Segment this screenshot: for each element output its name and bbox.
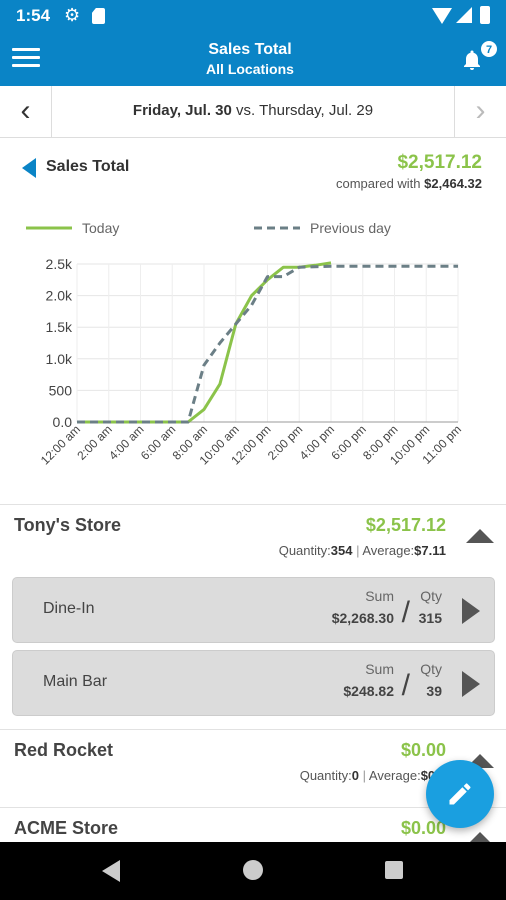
chevron-left-icon: ‹	[20, 94, 31, 127]
bell-icon	[464, 50, 480, 70]
store-section: Red Rocket $0.00 Quantity:0 | Average:$0…	[0, 729, 506, 807]
y-tick-label: 1.0k	[46, 351, 73, 367]
slash-divider: /	[401, 596, 410, 629]
average-label: Average:	[368, 768, 421, 783]
stats-separator: |	[362, 768, 366, 783]
y-tick-label: 2.0k	[46, 288, 73, 304]
collapse-toggle-icon[interactable]	[466, 832, 494, 842]
store-stats: Quantity:0 | Average:$0.0	[300, 768, 446, 783]
sd-card-icon	[92, 8, 105, 24]
qty-label: Qty	[420, 661, 442, 677]
triangle-right-icon	[462, 671, 480, 697]
summary-compare: compared with $2,464.32	[336, 176, 482, 191]
hamburger-menu-icon[interactable]	[12, 48, 40, 68]
previous-day-button[interactable]: ‹	[0, 86, 52, 138]
sales-line-chart: Today Previous day0.05001.0k1.5k2.0k2.5k1…	[26, 220, 464, 468]
pencil-icon	[449, 783, 471, 805]
category-name: Main Bar	[43, 673, 108, 690]
quantity-label: Quantity:	[299, 768, 352, 783]
edit-fab-button[interactable]	[426, 760, 494, 828]
status-time: 1:54	[16, 6, 51, 25]
collapse-toggle-icon[interactable]	[466, 529, 494, 543]
wifi-icon	[432, 8, 452, 24]
page-title: Sales Total	[208, 41, 292, 58]
summary-amount: $2,517.12	[397, 152, 482, 173]
category-card-dine-in[interactable]: Dine-In Sum Qty $2,268.30 / 315	[12, 577, 495, 643]
y-tick-label: 0.0	[53, 414, 73, 430]
system-navigation-bar	[0, 842, 506, 900]
store-name: ACME Store	[14, 818, 119, 838]
summary-title: Sales Total	[46, 158, 130, 175]
status-bar: 1:54 ⚙	[0, 0, 506, 32]
qty-value: 315	[418, 610, 442, 626]
category-card-main-bar[interactable]: Main Bar Sum Qty $248.82 / 39	[12, 650, 495, 716]
y-tick-label: 2.5k	[46, 256, 73, 272]
date-comparison-label: Friday, Jul. 30 vs. Thursday, Jul. 29	[52, 102, 454, 119]
sales-summary: Sales Total $2,517.12 compared with $2,4…	[0, 152, 506, 202]
store-amount: $2,517.12	[365, 515, 446, 535]
notification-badge: 7	[480, 40, 498, 58]
chevron-right-icon: ›	[475, 94, 486, 127]
sum-value: $248.82	[343, 683, 394, 699]
gear-icon: ⚙	[64, 5, 81, 25]
store-stats: Quantity:354 | Average:$7.11	[279, 543, 446, 558]
qty-label: Qty	[420, 588, 442, 604]
average-label: Average:	[362, 543, 415, 558]
slash-divider: /	[401, 669, 410, 702]
compare-amount: $2,464.32	[424, 176, 482, 191]
system-back-icon[interactable]	[102, 860, 120, 882]
triangle-right-icon	[462, 598, 480, 624]
triangle-left-icon[interactable]	[22, 158, 36, 178]
app-header: Sales Total All Locations 7	[0, 32, 506, 86]
y-tick-label: 1.5k	[46, 319, 73, 335]
store-name: Tony's Store	[14, 515, 121, 535]
vs-text: vs.	[236, 102, 256, 119]
store-name: Red Rocket	[14, 740, 114, 760]
y-tick-label: 500	[49, 382, 73, 398]
store-section: ACME Store $0.00	[0, 807, 506, 842]
qty-value: 39	[426, 683, 442, 699]
series-line	[77, 264, 458, 424]
system-home-icon[interactable]	[243, 860, 263, 880]
header-titles: Sales Total All Locations	[100, 40, 400, 78]
date-navigation: ‹ Friday, Jul. 30 vs. Thursday, Jul. 29 …	[0, 86, 506, 138]
store-amount: $0.00	[400, 818, 446, 838]
legend-label: Today	[82, 220, 119, 236]
average-value: $7.11	[414, 543, 446, 558]
compare-date: Thursday, Jul. 29	[259, 102, 374, 119]
legend-label: Previous day	[310, 220, 391, 236]
stats-separator: |	[356, 543, 360, 558]
page-subtitle: All Locations	[206, 61, 294, 77]
next-day-button[interactable]: ›	[454, 86, 506, 138]
current-date: Friday, Jul. 30	[132, 102, 232, 119]
quantity-label: Quantity:	[278, 543, 331, 558]
notifications-button[interactable]: 7	[460, 40, 498, 76]
category-name: Dine-In	[43, 600, 95, 617]
compare-label: compared with	[335, 176, 421, 191]
sum-value: $2,268.30	[331, 610, 394, 626]
sum-label: Sum	[365, 588, 394, 604]
store-amount: $0.00	[400, 740, 446, 760]
store-section: Tony's Store $2,517.12 Quantity:354 | Av…	[0, 504, 506, 729]
quantity-value: 0	[351, 768, 359, 783]
signal-icon	[456, 7, 472, 23]
quantity-value: 354	[330, 543, 353, 558]
sales-chart: Today Previous day 0.0 500 1.0k 1.5k 2.0k 2.5k 1…	[0, 210, 506, 500]
system-recents-icon[interactable]	[385, 861, 403, 879]
battery-icon	[480, 6, 490, 24]
sum-label: Sum	[365, 661, 394, 677]
